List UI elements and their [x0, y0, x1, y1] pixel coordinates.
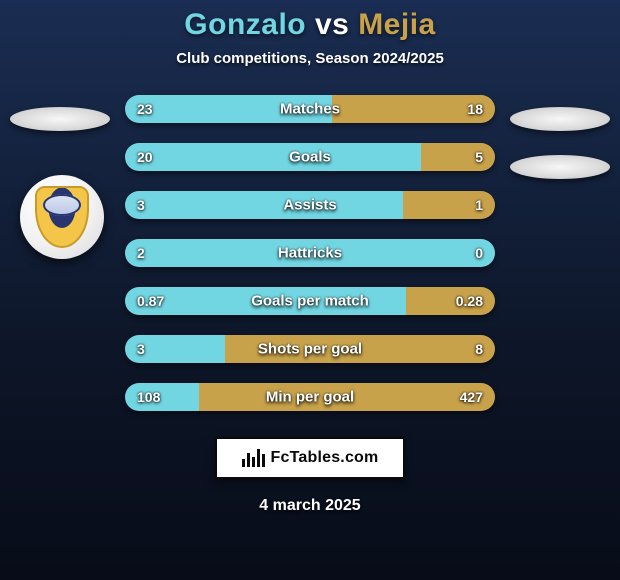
stat-value-right: 427 [460, 389, 483, 405]
page-title: Gonzalo vs Mejia [0, 8, 620, 42]
stat-value-left: 0.87 [137, 293, 164, 309]
title-vs: vs [315, 8, 349, 41]
stat-bar-left [125, 191, 403, 219]
subtitle: Club competitions, Season 2024/2025 [0, 50, 620, 67]
stat-row: 38Shots per goal [125, 335, 495, 363]
bar-chart-icon [242, 449, 265, 467]
stat-bar-right [225, 335, 495, 363]
stat-value-right: 0 [475, 245, 483, 261]
stat-value-right: 8 [475, 341, 483, 357]
stat-bar-right [421, 143, 495, 171]
stat-value-left: 108 [137, 389, 160, 405]
stat-bar-right [199, 383, 495, 411]
player2-badge-placeholder-2 [510, 155, 610, 179]
stat-value-right: 18 [467, 101, 483, 117]
stat-value-left: 3 [137, 341, 145, 357]
stat-row: 20Hattricks [125, 239, 495, 267]
title-player1: Gonzalo [184, 8, 306, 41]
player1-badge-placeholder [10, 107, 110, 131]
stat-row: 2318Matches [125, 95, 495, 123]
stat-bar-left [125, 143, 421, 171]
footer-logo-text: FcTables.com [271, 449, 379, 467]
stage: 2318Matches205Goals31Assists20Hattricks0… [0, 95, 620, 411]
stat-bar-left [125, 239, 495, 267]
stat-bar-left [125, 287, 406, 315]
content: Gonzalo vs Mejia Club competitions, Seas… [0, 0, 620, 580]
stat-value-left: 3 [137, 197, 145, 213]
stat-row: 0.870.28Goals per match [125, 287, 495, 315]
club-crest [20, 175, 104, 259]
stat-value-right: 1 [475, 197, 483, 213]
stat-row: 108427Min per goal [125, 383, 495, 411]
title-player2: Mejia [358, 8, 436, 41]
player2-badge-placeholder-1 [510, 107, 610, 131]
stat-row: 205Goals [125, 143, 495, 171]
footer-logo: FcTables.com [215, 437, 405, 479]
stat-value-left: 2 [137, 245, 145, 261]
stat-bar-left [125, 95, 332, 123]
club-crest-shield-icon [35, 186, 89, 248]
comparison-bars: 2318Matches205Goals31Assists20Hattricks0… [125, 95, 495, 411]
stat-value-right: 0.28 [456, 293, 483, 309]
stat-value-right: 5 [475, 149, 483, 165]
stat-value-left: 20 [137, 149, 153, 165]
stat-row: 31Assists [125, 191, 495, 219]
date: 4 march 2025 [0, 497, 620, 515]
stat-value-left: 23 [137, 101, 153, 117]
